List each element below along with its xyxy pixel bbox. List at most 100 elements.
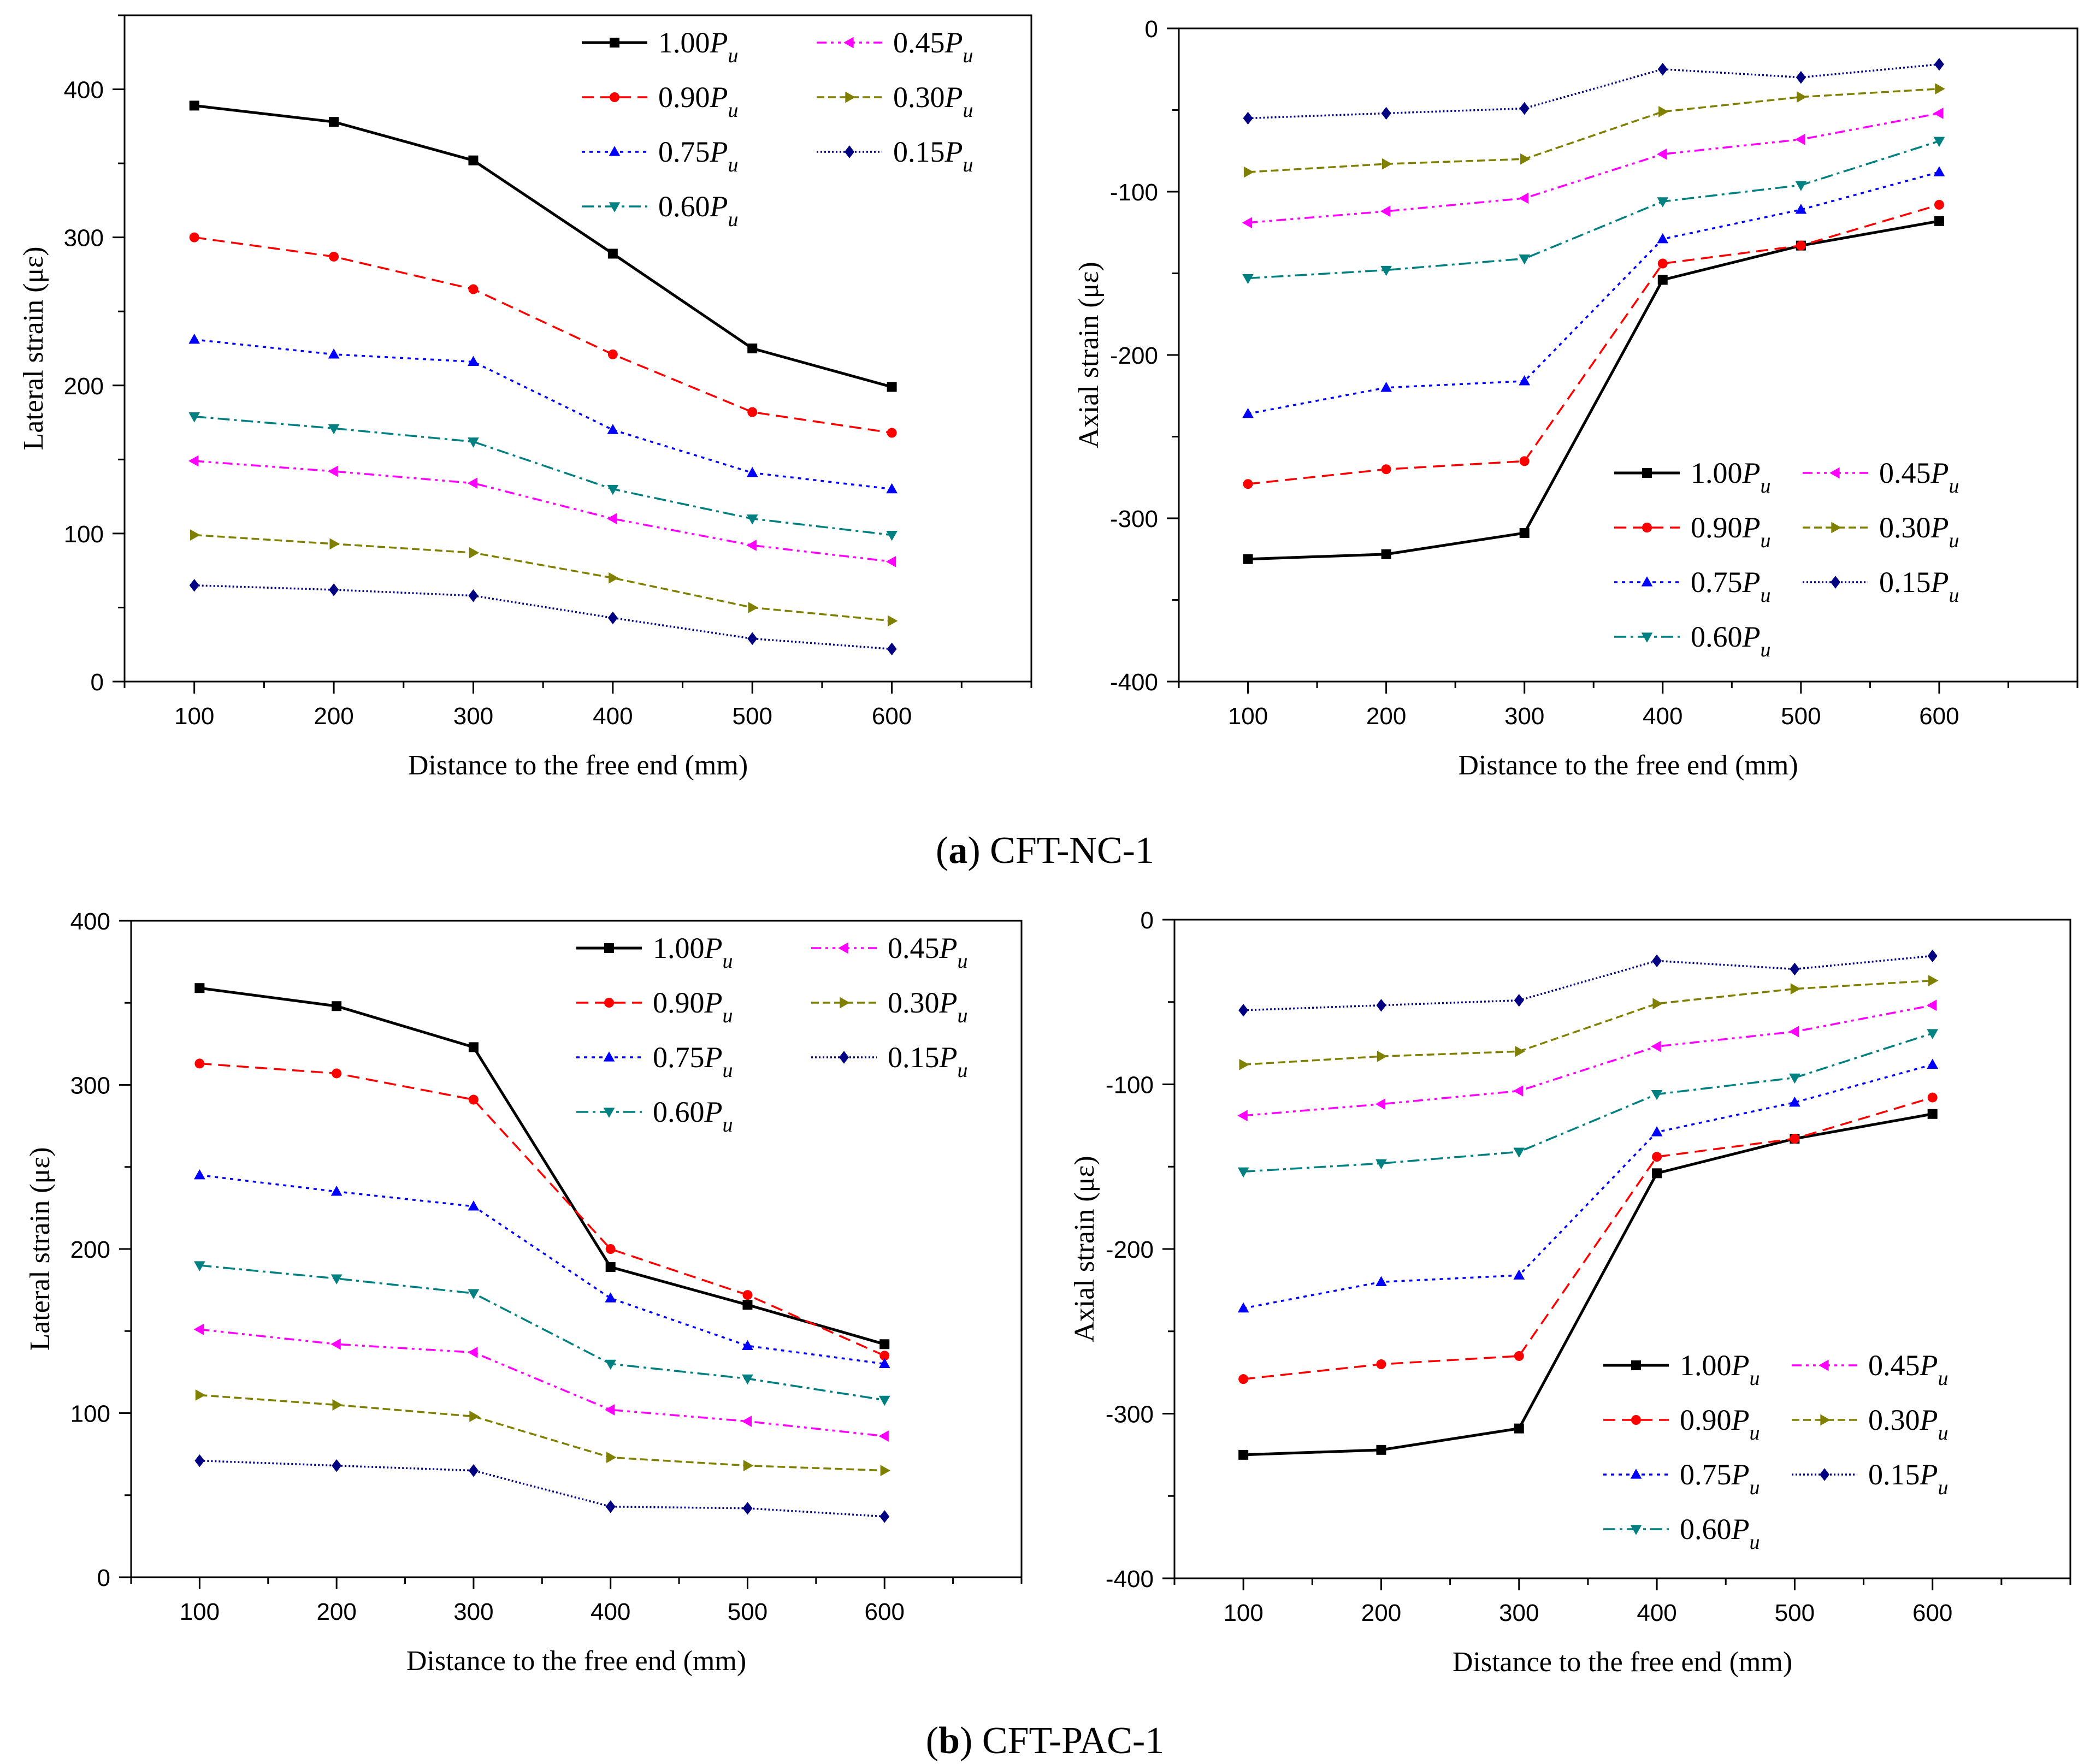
legend-item: 0.90Pu [1614, 511, 1771, 552]
data-point [468, 155, 479, 165]
legend-label: 0.60Pu [1691, 620, 1771, 661]
data-point [605, 1292, 617, 1303]
data-point [1651, 1090, 1663, 1100]
data-point [188, 455, 199, 467]
legend-item: 0.90Pu [1603, 1404, 1760, 1445]
data-point [1513, 1269, 1525, 1280]
data-point [329, 583, 339, 596]
y-tick-label: 0 [97, 1565, 110, 1591]
series-line [1243, 1004, 1933, 1117]
data-point [468, 1042, 479, 1052]
legend-marker [1631, 1415, 1641, 1425]
data-point [469, 547, 480, 559]
data-point [887, 615, 898, 627]
series-line [199, 1328, 885, 1437]
series-line [1248, 63, 1940, 120]
series-line [1243, 1063, 1933, 1310]
x-tick-label: 400 [591, 1599, 630, 1625]
legend-label: 0.15Pu [888, 1041, 968, 1082]
legend-marker [1831, 576, 1840, 589]
x-tick-label: 100 [1228, 703, 1268, 730]
data-point [1243, 554, 1253, 564]
chart-panel-3: 100 200 300 400 500 600 0 100 200 300 400 Distance … [25, 908, 1023, 1677]
data-point [1242, 407, 1254, 418]
data-point [1927, 1092, 1938, 1103]
data-point [1933, 137, 1945, 147]
series-line [194, 236, 892, 434]
legend-marker [609, 146, 621, 156]
data-point [1238, 1004, 1249, 1017]
legend-item: 0.60Pu [1603, 1513, 1760, 1554]
legend-label: 0.90Pu [653, 986, 733, 1027]
y-tick-label: 400 [70, 908, 110, 935]
data-point [329, 538, 340, 550]
x-axis-title: Distance to the free end (mm) [406, 1645, 746, 1677]
legend-marker [1819, 1359, 1829, 1371]
data-point [879, 1510, 890, 1523]
legend-label: 0.15Pu [1868, 1458, 1949, 1499]
data-point [194, 1261, 205, 1271]
data-point [1795, 133, 1805, 145]
data-point [332, 1068, 342, 1079]
data-point [329, 251, 339, 262]
legend-item: 0.60Pu [1614, 620, 1771, 661]
data-point [195, 1389, 206, 1401]
plot-frame [123, 14, 1032, 683]
data-point [189, 579, 199, 592]
legend-marker [1831, 522, 1841, 534]
legend-item: 0.90Pu [582, 81, 739, 122]
data-point [468, 356, 479, 366]
series-line [194, 460, 892, 563]
data-point [1928, 975, 1939, 986]
data-point [886, 530, 898, 541]
data-point [880, 1465, 891, 1477]
y-tick-label: 300 [64, 225, 104, 252]
data-point [1513, 1085, 1524, 1097]
data-point [1657, 233, 1669, 244]
legend-marker [610, 92, 619, 102]
legend-item: 1.00Pu [1603, 1349, 1760, 1390]
series-line [194, 338, 892, 490]
data-point [1381, 106, 1391, 120]
data-point [1933, 166, 1945, 176]
data-point [1789, 1073, 1800, 1084]
data-point [746, 540, 757, 551]
legend-label: 0.30Pu [893, 81, 973, 122]
data-point [193, 1323, 204, 1335]
data-point [1935, 83, 1945, 94]
x-axis-title: Distance to the free end (mm) [1458, 750, 1798, 781]
x-tick-label: 300 [453, 1599, 493, 1625]
legend-label: 1.00Pu [653, 932, 733, 973]
legend-label: 1.00Pu [1691, 457, 1771, 498]
series-0.90Pu [189, 232, 897, 438]
legend-marker [840, 997, 850, 1009]
series-line [194, 584, 892, 650]
data-point [1375, 1098, 1386, 1110]
data-point [1788, 1026, 1799, 1038]
data-point [605, 1500, 616, 1513]
data-point [468, 1464, 479, 1477]
y-tick-label: -100 [1106, 1072, 1154, 1099]
data-point [878, 1395, 890, 1406]
data-point [1934, 199, 1944, 210]
data-point [329, 117, 339, 127]
legend-marker [610, 38, 619, 48]
legend-label: 0.75Pu [1680, 1458, 1760, 1499]
data-point [746, 514, 758, 525]
data-point [1238, 1374, 1249, 1384]
legend-item: 0.15Pu [811, 1041, 968, 1082]
data-point [194, 1169, 205, 1180]
data-point [188, 333, 200, 344]
series-0.15Pu [189, 579, 897, 656]
data-point [1652, 1168, 1662, 1179]
caption-a: (a) CFT-NC-1 [936, 830, 1154, 872]
data-point [1657, 258, 1668, 269]
series-0.30Pu [1239, 975, 1939, 1070]
legend-item: 0.30Pu [1803, 511, 1959, 552]
data-point [468, 284, 479, 294]
y-axis-title: Axial strain (με) [1073, 262, 1105, 448]
series-line [1243, 979, 1933, 1066]
legend-item: 0.45Pu [1792, 1349, 1949, 1390]
data-point [1926, 999, 1937, 1011]
